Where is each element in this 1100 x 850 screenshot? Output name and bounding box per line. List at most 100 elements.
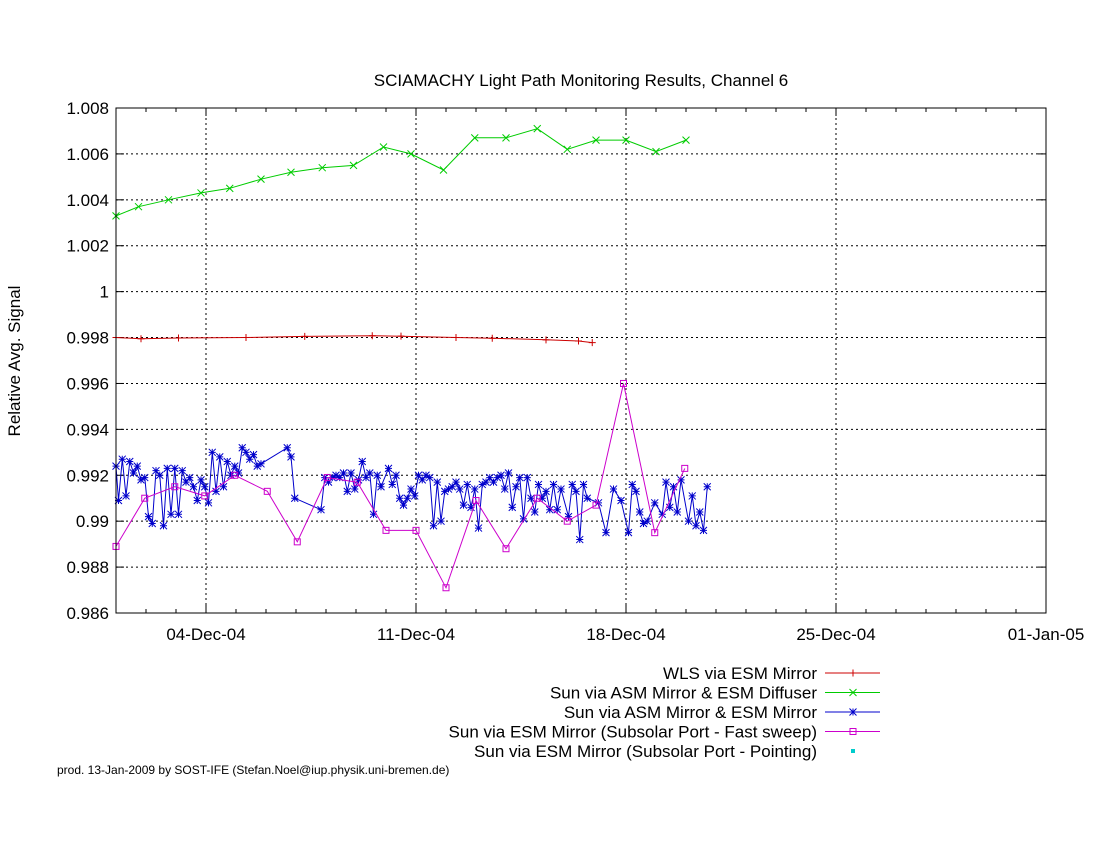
data-point <box>497 471 505 480</box>
data-point <box>602 528 610 537</box>
data-point <box>502 133 510 142</box>
data-point <box>171 483 179 491</box>
data-point <box>437 517 445 526</box>
plot-frame <box>115 107 1047 614</box>
data-point <box>579 480 588 489</box>
data-point <box>219 482 228 491</box>
data-point <box>377 482 385 491</box>
data-point <box>403 494 412 503</box>
data-point <box>379 143 388 151</box>
data-point <box>141 494 149 502</box>
data-point <box>407 150 415 158</box>
series-3 <box>112 443 712 544</box>
data-point <box>323 474 331 482</box>
y-tick-label: 0.994 <box>66 420 109 439</box>
data-point <box>703 482 712 491</box>
legend-marker <box>849 688 857 697</box>
data-point <box>287 168 295 177</box>
data-point <box>242 448 250 457</box>
data-point <box>140 473 149 482</box>
data-point <box>369 510 378 519</box>
data-point <box>257 459 265 468</box>
data-point <box>170 464 179 473</box>
data-point <box>185 473 194 482</box>
data-point <box>245 455 254 464</box>
series-line <box>115 128 687 217</box>
data-point <box>155 471 164 480</box>
data-point <box>253 462 262 470</box>
data-point <box>502 545 510 553</box>
y-tick-label: 0.986 <box>66 604 109 623</box>
legend-label: Sun via ASM Mirror & ESM Mirror <box>564 703 817 722</box>
data-point <box>287 453 295 461</box>
data-point <box>444 485 453 493</box>
legend-label: Sun via ASM Mirror & ESM Diffuser <box>550 684 817 703</box>
data-point <box>622 136 630 144</box>
data-point <box>215 453 224 461</box>
data-point <box>463 480 472 489</box>
data-point <box>324 478 333 487</box>
data-point <box>534 480 543 489</box>
data-point <box>472 497 480 505</box>
data-point <box>174 510 183 519</box>
production-note: prod. 13-Jan-2009 by SOST-IFE (Stefan.No… <box>57 763 450 777</box>
data-point <box>474 524 483 532</box>
data-point <box>230 462 239 470</box>
data-point <box>347 469 355 477</box>
y-axis-ticks: 0.986 0.988 0.99 0.992 0.994 0.996 0.998 1 1.002… <box>66 99 1046 623</box>
y-tick-label: 0.992 <box>66 466 109 485</box>
y-axis-label: Relative Avg. Signal <box>5 286 24 437</box>
data-point <box>242 334 250 342</box>
data-point <box>575 337 582 345</box>
chart-title: SCIAMACHY Light Path Monitoring Results,… <box>374 71 789 90</box>
data-point <box>572 487 580 496</box>
data-point <box>388 480 397 489</box>
data-point <box>152 466 160 475</box>
data-point <box>350 485 359 493</box>
data-point <box>508 503 517 512</box>
data-point <box>197 476 205 484</box>
data-point <box>493 473 502 482</box>
data-point <box>418 476 427 484</box>
data-point <box>332 471 340 480</box>
data-point <box>628 480 637 489</box>
data-point <box>412 526 420 534</box>
data-point <box>545 505 554 514</box>
data-point <box>609 485 618 493</box>
data-point <box>677 476 685 484</box>
data-point <box>164 195 173 204</box>
data-point <box>384 464 393 473</box>
data-point <box>193 496 202 505</box>
data-point <box>395 494 404 503</box>
data-point <box>592 501 600 509</box>
data-point <box>563 517 571 525</box>
data-point <box>249 450 258 459</box>
y-tick-label: 1.008 <box>66 99 109 118</box>
data-point <box>557 485 565 493</box>
data-point <box>549 480 558 489</box>
data-point <box>362 473 370 482</box>
data-point <box>488 334 496 342</box>
data-point <box>485 473 494 482</box>
data-point <box>519 515 528 523</box>
data-point <box>257 175 265 184</box>
x-axis-ticks: 04-Dec-04 11-Dec-04 18-Dec-04 25-Dec-04 01-J… <box>145 108 1084 644</box>
data-point <box>542 336 550 344</box>
data-point <box>238 443 247 452</box>
data-point <box>459 501 468 509</box>
data-point <box>658 510 667 519</box>
data-point <box>470 133 479 142</box>
data-point <box>204 498 213 507</box>
data-point <box>159 521 168 530</box>
data-point <box>699 526 708 535</box>
data-point <box>530 508 539 516</box>
data-point <box>489 478 498 487</box>
x-tick-label: 04-Dec-04 <box>166 625 245 644</box>
data-point <box>635 508 644 516</box>
data-point <box>478 480 487 489</box>
data-point <box>343 487 352 496</box>
data-point <box>212 487 220 496</box>
legend-label: Sun via ESM Mirror (Subsolar Port - Poin… <box>474 742 817 761</box>
data-point <box>455 485 464 493</box>
data-point <box>564 512 573 521</box>
